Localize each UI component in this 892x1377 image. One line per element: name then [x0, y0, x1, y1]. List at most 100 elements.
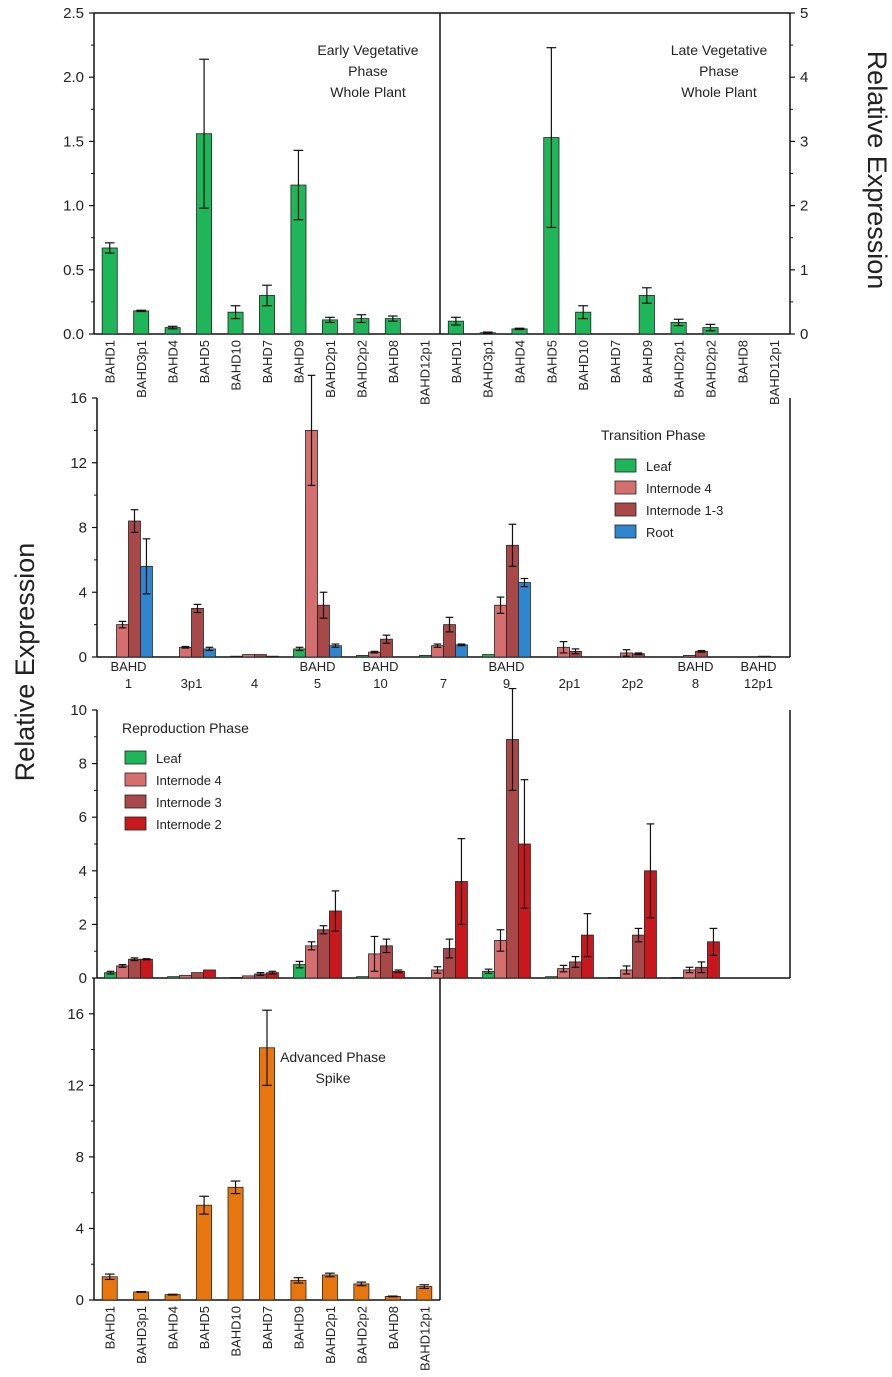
y-tick-label: 6: [79, 809, 87, 826]
x-tick-label: BAHD12p1: [417, 340, 432, 405]
legend-swatch: [124, 816, 147, 831]
chart-title: Advanced Phase: [280, 1049, 386, 1065]
legend-swatch: [614, 458, 637, 473]
legend-label: Leaf: [156, 751, 182, 766]
chart-title: Reproduction Phase: [122, 720, 249, 736]
bar: [671, 977, 684, 979]
bar: [242, 975, 255, 979]
legend-label: Leaf: [646, 459, 672, 474]
bar: [128, 958, 141, 979]
x-tick-label: BAHD8: [735, 340, 750, 383]
y-tick-label: 10: [70, 702, 87, 719]
bar: [317, 929, 330, 979]
bar: [179, 974, 192, 979]
y-tick-label: 16: [70, 390, 87, 407]
x-tick-label: BAHD7: [260, 340, 275, 383]
chart-late: 0 1 2 3 4 5 BAHD1 BAHD3p1 BAHD4 BAHD5 BAHD10 BAHD7 B…: [440, 5, 808, 405]
bar: [608, 977, 621, 979]
x-tick-label: 10: [373, 676, 387, 691]
legend-label: Internode 3: [156, 795, 222, 810]
x-tick-label: 7: [440, 676, 447, 691]
bar: [133, 1291, 150, 1301]
x-tick-label: BAHD9: [640, 340, 655, 383]
x-tick-label: BAHD12p1: [767, 340, 782, 405]
x-tick-label: 3p1: [181, 676, 203, 691]
chart-advanced: 0 4 8 12 16 BAHD1 BAHD3p1 BAHD4 BAHD5 BAHD10 BAHD7…: [67, 978, 441, 1371]
bar: [196, 1204, 213, 1301]
x-tick-label: BAHD9: [291, 340, 306, 383]
x-tick-label: BAHD: [488, 659, 524, 674]
legend-label: Internode 4: [156, 773, 222, 788]
x-tick-label: 9: [503, 676, 510, 691]
x-tick-label: BAHD2p1: [323, 340, 338, 398]
chart-title: Whole Plant: [681, 84, 757, 100]
bar: [455, 644, 468, 658]
x-tick-label: BAHD3p1: [134, 1306, 149, 1364]
bar: [191, 972, 204, 979]
x-tick-label: BAHD5: [197, 340, 212, 383]
x-tick-label: BAHD2p2: [703, 340, 718, 398]
y-axis-label-left: Relative Expression: [10, 543, 40, 782]
x-tick-label: 5: [314, 676, 321, 691]
bar: [321, 1274, 338, 1301]
chart-title: Early Vegetative: [317, 42, 418, 58]
x-tick-label: BAHD: [362, 659, 398, 674]
x-tick-label: BAHD1: [449, 340, 464, 383]
y-tick-label: 5: [800, 5, 808, 22]
legend-swatch: [614, 524, 637, 539]
bar: [191, 608, 204, 658]
x-tick-label: BAHD1: [103, 340, 118, 383]
y-tick-label: 2.5: [63, 5, 84, 22]
legend-swatch: [124, 794, 147, 809]
y-tick-label: 0.0: [63, 326, 84, 343]
y-tick-label: 3: [800, 133, 808, 150]
legend-swatch: [614, 480, 637, 495]
x-tick-label: BAHD2p1: [323, 1306, 338, 1364]
bar: [482, 654, 495, 658]
bar: [101, 1276, 118, 1301]
y-tick-label: 4: [800, 69, 808, 86]
x-tick-label: BAHD7: [608, 340, 623, 383]
x-tick-label: BAHD8: [386, 1306, 401, 1349]
x-tick-label: BAHD3p1: [481, 340, 496, 398]
x-tick-label: 12p1: [744, 676, 773, 691]
y-tick-label: 4: [79, 863, 87, 880]
x-tick-label: BAHD9: [291, 1306, 306, 1349]
bar: [353, 1283, 370, 1301]
y-tick-label: 8: [76, 1149, 84, 1166]
y-tick-label: 8: [79, 520, 87, 537]
bar: [758, 655, 771, 658]
x-tick-label: BAHD10: [229, 1306, 244, 1357]
y-tick-label: 4: [76, 1220, 84, 1237]
legend-swatch: [124, 750, 147, 765]
chart-title: Phase: [348, 63, 388, 79]
x-tick-label: BAHD7: [260, 1306, 275, 1349]
bar: [266, 655, 279, 658]
y-tick-label: 4: [79, 584, 87, 601]
chart-title: Late Vegetative: [671, 42, 768, 58]
y-tick-label: 16: [67, 1006, 84, 1023]
x-tick-label: BAHD: [299, 659, 335, 674]
x-tick-label: BAHD: [740, 659, 776, 674]
x-tick-label: BAHD2p1: [672, 340, 687, 398]
y-tick-label: 2: [800, 198, 808, 215]
bar: [116, 624, 129, 658]
chart-title: Spike: [315, 1070, 350, 1086]
y-tick-label: 1.0: [63, 198, 84, 215]
bar: [242, 654, 255, 658]
y-tick-label: 2: [79, 916, 87, 933]
y-tick-label: 0.5: [63, 262, 84, 279]
x-tick-label: 2p2: [622, 676, 644, 691]
bar: [356, 976, 369, 979]
bar: [133, 310, 150, 335]
chart-transition: 0 4 8 12 16 BAHD 1 3p1 4 BAHD 5 BAHD 10 7 BAHD 9 2p1 2p2 B…: [70, 374, 791, 691]
x-tick-label: BAHD4: [166, 340, 181, 383]
x-tick-label: BAHD10: [576, 340, 591, 391]
bar: [179, 646, 192, 658]
x-tick-label: BAHD5: [197, 1306, 212, 1349]
chart-reproduction: 0 2 4 6 8 10 Reproduction Phase Leaf Internode 4…: [70, 687, 791, 987]
bar: [203, 969, 216, 979]
bar: [419, 654, 432, 658]
